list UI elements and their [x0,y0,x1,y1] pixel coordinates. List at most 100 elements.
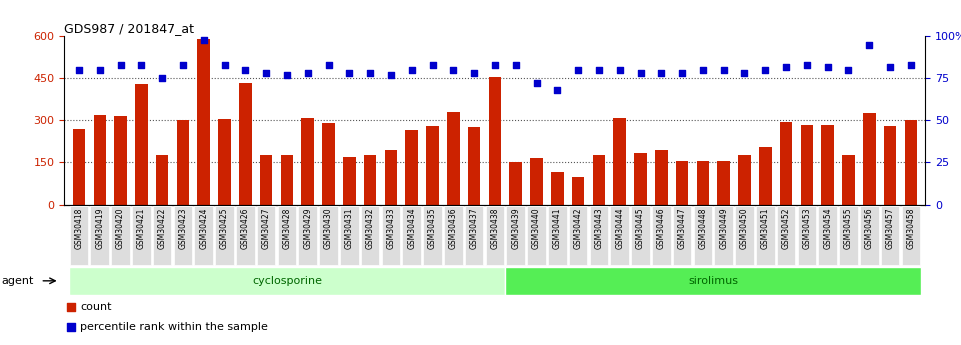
Bar [90,206,110,265]
Bar [694,206,712,265]
Text: GSM30418: GSM30418 [74,208,84,249]
Point [508,62,524,68]
Point [63,325,79,330]
Bar [278,206,296,265]
Bar [759,147,772,205]
Point [550,87,565,93]
Bar [756,206,775,265]
Bar [485,206,505,265]
Text: GSM30433: GSM30433 [386,208,395,249]
Bar [68,267,505,295]
Text: GSM30446: GSM30446 [656,208,666,249]
Point [300,70,315,76]
Point [653,70,669,76]
Text: GSM30440: GSM30440 [532,208,541,249]
Point [71,67,86,73]
Point [716,67,731,73]
Point [757,67,773,73]
Bar [714,206,733,265]
Text: GSM30452: GSM30452 [781,208,791,249]
Point [862,42,877,47]
Bar [780,122,792,205]
Text: GSM30419: GSM30419 [95,208,104,249]
Bar [468,127,480,205]
Text: GSM30450: GSM30450 [740,208,749,249]
Text: GSM30420: GSM30420 [116,208,125,249]
Point [280,72,295,78]
Bar [842,156,854,205]
Text: GSM30436: GSM30436 [449,208,457,249]
Text: GSM30424: GSM30424 [199,208,209,249]
Point [321,62,336,68]
Bar [676,161,688,205]
Point [383,72,399,78]
Bar [136,84,148,205]
Point [63,304,79,310]
Text: GSM30443: GSM30443 [595,208,604,249]
Bar [652,206,671,265]
Bar [444,206,462,265]
Text: GSM30427: GSM30427 [261,208,271,249]
Bar [505,267,922,295]
Bar [343,157,356,205]
Text: GSM30429: GSM30429 [304,208,312,249]
Text: GSM30448: GSM30448 [699,208,707,249]
Point [529,81,544,86]
Text: GSM30430: GSM30430 [324,208,333,249]
Point [446,67,461,73]
Bar [298,206,317,265]
Text: GSM30458: GSM30458 [906,208,916,249]
Bar [819,206,837,265]
Bar [322,123,334,205]
Point [612,67,628,73]
Point [820,64,835,69]
Bar [613,118,626,205]
Point [175,62,190,68]
Bar [860,206,878,265]
Bar [655,150,668,205]
Text: GSM30421: GSM30421 [136,208,146,249]
Point [112,62,128,68]
Bar [406,130,418,205]
Text: GSM30428: GSM30428 [283,208,291,249]
Text: GSM30444: GSM30444 [615,208,625,249]
Bar [153,206,171,265]
Point [342,70,357,76]
Bar [93,115,106,205]
Bar [776,206,796,265]
Point [487,62,503,68]
Bar [901,206,921,265]
Bar [863,114,875,205]
Bar [174,206,192,265]
Bar [302,118,314,205]
Bar [884,126,897,205]
Bar [198,39,209,205]
Bar [798,206,816,265]
Point [882,64,898,69]
Point [92,67,108,73]
Text: GDS987 / 201847_at: GDS987 / 201847_at [64,22,194,35]
Point [903,62,919,68]
Bar [528,206,546,265]
Point [466,70,481,76]
Bar [281,156,293,205]
Bar [382,206,401,265]
Bar [718,161,730,205]
Text: sirolimus: sirolimus [688,276,738,286]
Text: count: count [80,302,111,312]
Bar [509,162,522,205]
Text: GSM30442: GSM30442 [574,208,582,249]
Point [841,67,856,73]
Point [196,37,211,42]
Bar [738,156,751,205]
Text: GSM30455: GSM30455 [844,208,853,249]
Bar [904,120,917,205]
Text: GSM30451: GSM30451 [761,208,770,249]
Text: GSM30437: GSM30437 [470,208,479,249]
Point [134,62,149,68]
Point [571,67,586,73]
Bar [257,206,276,265]
Point [675,70,690,76]
Bar [610,206,629,265]
Text: cyclosporine: cyclosporine [252,276,322,286]
